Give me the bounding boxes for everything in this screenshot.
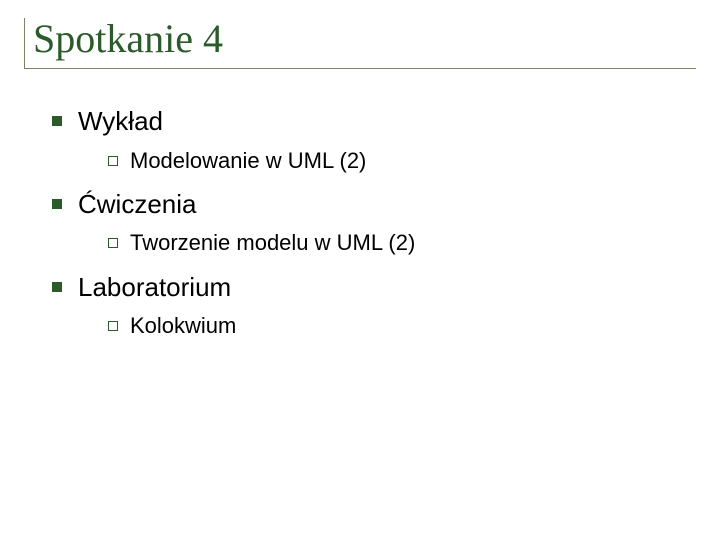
list-item: Tworzenie modelu w UML (2) <box>104 230 696 256</box>
section-label: Laboratorium <box>78 272 231 302</box>
list-item: Kolokwium <box>104 313 696 339</box>
outline-level-2: Kolokwium <box>104 313 696 339</box>
section-label: Wykład <box>78 106 163 136</box>
list-item: Ćwiczenia Tworzenie modelu w UML (2) <box>46 188 696 257</box>
outline-level-2: Modelowanie w UML (2) <box>104 148 696 174</box>
list-item: Laboratorium Kolokwium <box>46 271 696 340</box>
subitem-label: Tworzenie modelu w UML (2) <box>130 230 415 255</box>
slide: Spotkanie 4 Wykład Modelowanie w UML (2)… <box>0 0 720 540</box>
list-item: Wykład Modelowanie w UML (2) <box>46 105 696 174</box>
subitem-label: Modelowanie w UML (2) <box>130 148 366 173</box>
slide-content: Wykład Modelowanie w UML (2) Ćwiczenia T… <box>24 105 696 340</box>
section-label: Ćwiczenia <box>78 189 197 219</box>
subitem-label: Kolokwium <box>130 313 236 338</box>
list-item: Modelowanie w UML (2) <box>104 148 696 174</box>
title-rule-box: Spotkanie 4 <box>24 18 696 69</box>
slide-title: Spotkanie 4 <box>29 18 696 60</box>
outline-level-1: Wykład Modelowanie w UML (2) Ćwiczenia T… <box>46 105 696 340</box>
outline-level-2: Tworzenie modelu w UML (2) <box>104 230 696 256</box>
